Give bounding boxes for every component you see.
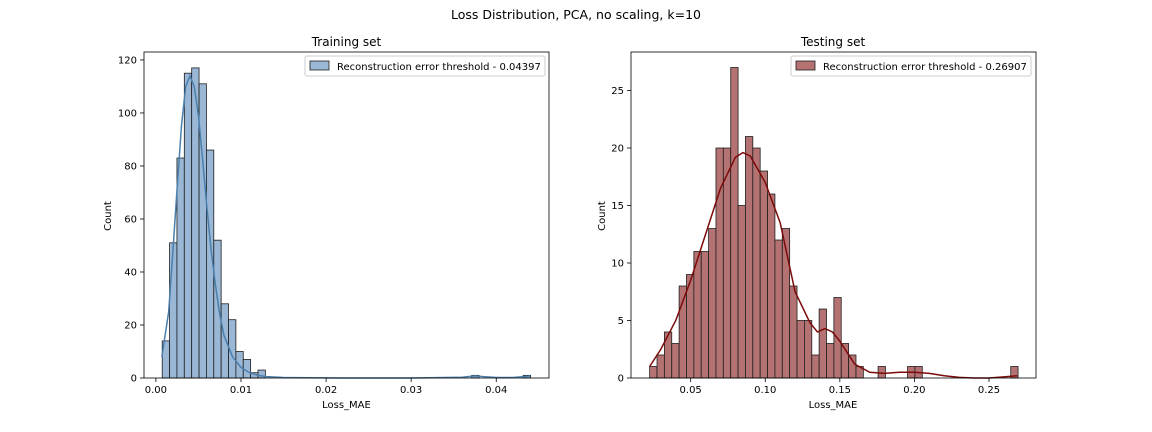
y-tick-label: 120	[118, 55, 137, 66]
plot-frame	[143, 51, 550, 379]
histogram-bar	[213, 239, 222, 379]
histogram-bar	[796, 320, 805, 379]
kde-curve	[649, 151, 1018, 379]
chart-title: Training set	[311, 35, 382, 49]
y-tick-label: 25	[611, 86, 624, 97]
histogram-bar	[169, 242, 178, 379]
plot-area: 0.00 0.01 0.02 0.03 0.04 0 20 40 60 80 100 120	[118, 51, 550, 396]
y-tick-label: 15	[611, 201, 624, 212]
histogram-bar	[722, 147, 732, 379]
y-axis-label: Count	[597, 201, 608, 231]
chart-title: Testing set	[800, 35, 866, 49]
y-tick-label: 0	[131, 374, 137, 385]
plot-area: 0.05 0.10 0.15 0.20 0.25 0 5 10 15 20 25	[611, 51, 1037, 396]
legend-swatch	[795, 60, 816, 71]
legend-swatch	[309, 60, 330, 71]
x-tick-label: 0.02	[315, 385, 337, 396]
legend-frame	[790, 55, 1032, 77]
y-tick-label: 20	[124, 320, 137, 331]
chart-testing-set: Testing set Loss_MAE Count 0.05 0.10 0.15 0…	[597, 35, 1037, 411]
plot-frame	[630, 51, 1037, 379]
histogram-bar	[183, 72, 193, 379]
kde-curve	[161, 73, 531, 379]
x-tick-label: 0.05	[680, 385, 702, 396]
histogram-bar	[737, 205, 746, 379]
histogram-bar	[708, 228, 717, 379]
legend: Reconstruction error threshold - 0.26907	[790, 55, 1032, 77]
y-axis-label: Count	[103, 201, 114, 231]
x-tick-label: 0.25	[978, 385, 1000, 396]
histogram-bar	[220, 303, 229, 379]
histogram-bar	[811, 354, 820, 379]
chart-training-set: Training set Loss_MAE Count 0.00 0.01 0.02…	[103, 35, 550, 411]
x-tick-label: 0.01	[230, 385, 252, 396]
y-tick-label: 100	[118, 108, 137, 119]
x-tick-label: 0.03	[400, 385, 422, 396]
x-axis-label: Loss_MAE	[322, 400, 371, 411]
x-axis-label: Loss_MAE	[809, 400, 858, 411]
y-tick-label: 5	[618, 316, 624, 327]
histogram-bar	[804, 320, 813, 379]
x-tick-label: 0.10	[754, 385, 776, 396]
histogram-bar	[759, 170, 768, 379]
legend: Reconstruction error threshold - 0.04397	[304, 55, 546, 77]
histogram-bar	[745, 136, 754, 379]
histogram-bar	[767, 193, 776, 379]
figure-suptitle: Loss Distribution, PCA, no scaling, k=10	[451, 7, 701, 22]
y-tick-label: 20	[611, 144, 624, 155]
y-tick-label: 0	[618, 374, 624, 385]
x-tick-label: 0.04	[485, 385, 507, 396]
histogram-bar	[700, 251, 709, 379]
histogram-bar	[176, 157, 185, 379]
y-tick-label: 10	[611, 259, 624, 270]
histogram-bar	[774, 239, 783, 379]
y-tick-label: 60	[124, 214, 137, 225]
histogram-bar	[789, 285, 798, 379]
legend-label: Reconstruction error threshold - 0.26907	[823, 62, 1027, 73]
y-tick-label: 80	[124, 161, 137, 172]
x-tick-label: 0.20	[903, 385, 925, 396]
histogram-bar	[671, 343, 680, 379]
histogram-bar	[656, 354, 665, 379]
x-tick-label: 0.15	[829, 385, 851, 396]
histogram-bar	[848, 354, 857, 379]
x-tick-label: 0.00	[145, 385, 167, 396]
histogram-bar	[752, 147, 761, 379]
histogram-bar	[730, 67, 739, 379]
histogram-bar	[715, 147, 724, 379]
histogram-bar	[693, 251, 702, 379]
legend-label: Reconstruction error threshold - 0.04397	[337, 62, 541, 73]
legend-frame	[304, 55, 546, 77]
histogram-bar	[649, 366, 658, 379]
y-tick-label: 40	[124, 267, 137, 278]
histogram-bar	[826, 343, 835, 379]
histogram-bar	[818, 308, 827, 379]
